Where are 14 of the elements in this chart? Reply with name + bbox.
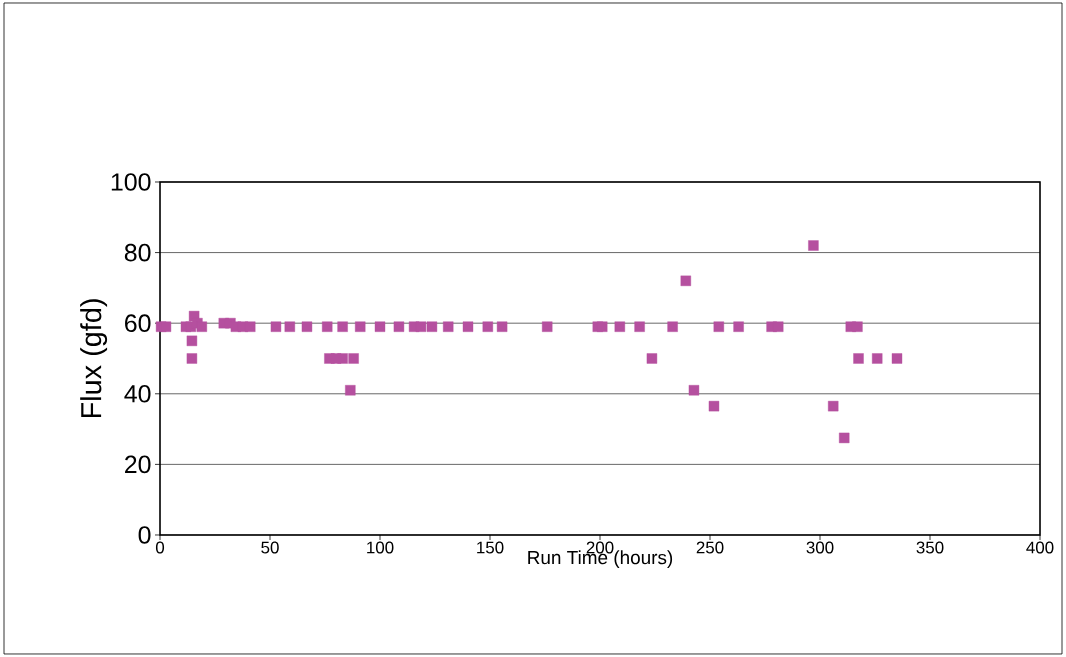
x-tick-label: 400 (1026, 541, 1054, 554)
x-tick-label: 350 (916, 541, 944, 554)
x-tick-label: 250 (696, 541, 724, 554)
y-tick-label: 80 (124, 243, 151, 262)
y-tick-label: 20 (125, 455, 151, 474)
y-tick-label: 60 (125, 314, 151, 333)
y-axis-title: Flux (gfd) (80, 299, 108, 418)
x-tick-label: 300 (806, 541, 834, 554)
x-tick-label: 50 (261, 541, 279, 554)
x-tick-label: 0 (155, 541, 165, 554)
y-tick-label: 40 (124, 384, 151, 403)
x-tick-label: 100 (367, 541, 394, 554)
y-tick-label: 100 (111, 173, 151, 191)
x-tick-label: 150 (477, 541, 504, 554)
